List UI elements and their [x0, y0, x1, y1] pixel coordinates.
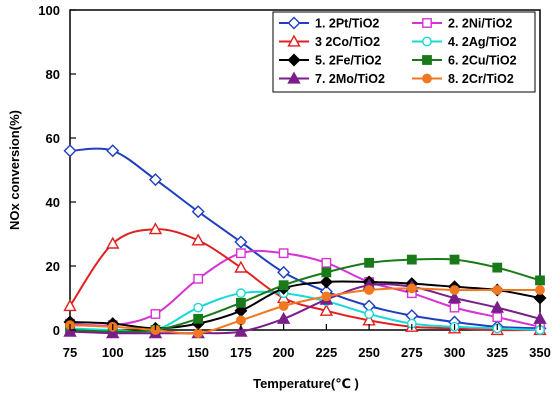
x-tick-label: 150 — [187, 345, 209, 360]
x-tick-label: 175 — [230, 345, 252, 360]
data-point — [193, 302, 204, 313]
legend-item: 4. 2Ag/TiO2 — [412, 35, 517, 49]
data-point — [319, 303, 334, 316]
legend-item: 1. 2Pt/TiO2 — [279, 17, 379, 31]
data-point — [234, 260, 248, 273]
data-point — [406, 254, 417, 265]
data-point — [63, 299, 77, 312]
data-point — [150, 309, 161, 319]
data-point — [148, 173, 162, 187]
x-tick-label: 275 — [401, 345, 423, 360]
y-tick-label: 60 — [46, 131, 60, 146]
legend: 1. 2Pt/TiO2 2. 2Ni/TiO2 3 2Co/TiO2 4. 2Ag/T… — [272, 11, 536, 93]
data-point — [535, 285, 545, 295]
x-tick-label: 100 — [102, 345, 124, 360]
x-tick-label: 200 — [273, 345, 295, 360]
x-tick-label: 300 — [444, 345, 466, 360]
data-point — [236, 248, 246, 259]
data-point — [234, 235, 248, 249]
data-point — [278, 301, 289, 311]
legend-marker — [422, 55, 432, 65]
legend-label: 1. 2Pt/TiO2 — [315, 17, 379, 31]
legend-label: 4. 2Ag/TiO2 — [448, 35, 517, 49]
data-point — [277, 265, 291, 279]
data-point — [406, 283, 417, 294]
data-point — [364, 285, 374, 295]
data-point — [449, 302, 460, 313]
data-point — [364, 309, 374, 319]
data-point — [492, 312, 503, 323]
legend-item: 2. 2Ni/TiO2 — [412, 17, 512, 31]
data-point — [234, 324, 248, 337]
data-point — [321, 257, 332, 268]
legend-marker — [422, 36, 432, 47]
data-point — [193, 273, 204, 284]
legend-item: 5. 2Fe/TiO2 — [279, 54, 382, 68]
legend-box — [272, 11, 536, 93]
data-point — [449, 285, 460, 295]
x-tick-label: 350 — [529, 345, 551, 360]
legend-marker — [287, 34, 301, 47]
x-tick-label: 250 — [358, 345, 380, 360]
data-point — [191, 233, 205, 246]
legend-item: 8. 2Cr/TiO2 — [412, 72, 514, 86]
data-point — [492, 262, 503, 273]
legend-label: 2. 2Ni/TiO2 — [448, 17, 512, 31]
data-point — [321, 291, 332, 302]
data-point — [63, 144, 77, 158]
data-point — [106, 236, 120, 249]
y-axis-title: NOx conversion(%) — [7, 110, 22, 230]
legend-marker — [287, 71, 301, 84]
axes-layer: 0 20 40 60 80 100 75 100 125 150 175 200 225 250 275 30… — [38, 3, 551, 360]
data-point — [193, 328, 204, 339]
data-point — [148, 222, 163, 235]
legend-marker — [422, 73, 432, 84]
data-point — [236, 315, 246, 326]
legend-item: 6. 2Cu/TiO2 — [412, 54, 517, 68]
y-tick-label: 40 — [46, 195, 60, 210]
y-tick-label: 80 — [46, 67, 60, 82]
series-8 — [65, 283, 545, 339]
y-tick-label: 0 — [53, 323, 60, 338]
data-point — [364, 257, 374, 268]
y-tick-label: 20 — [46, 259, 60, 274]
legend-item: 3 2Co/TiO2 — [279, 34, 380, 49]
data-point — [447, 291, 462, 304]
data-point — [106, 326, 120, 339]
x-tick-label: 125 — [145, 345, 167, 360]
x-tick-label: 325 — [486, 345, 508, 360]
x-tick-label: 75 — [63, 345, 77, 360]
legend-item: 7. 2Mo/TiO2 — [279, 71, 385, 86]
data-point — [236, 288, 246, 299]
x-axis-title: Temperature(℃ ) — [253, 376, 359, 391]
legend-label: 6. 2Cu/TiO2 — [448, 54, 517, 68]
data-point — [193, 313, 204, 324]
legend-marker — [422, 18, 432, 28]
data-point — [535, 275, 545, 286]
x-tick-label: 225 — [316, 345, 338, 360]
data-point — [492, 285, 503, 295]
data-point — [191, 205, 205, 219]
data-point — [490, 300, 504, 313]
data-point — [278, 280, 289, 291]
data-point — [533, 311, 547, 324]
y-tick-label: 100 — [38, 3, 60, 18]
data-point — [319, 275, 333, 289]
data-point — [63, 324, 77, 337]
data-point — [278, 248, 289, 259]
data-point — [533, 291, 547, 305]
legend-label: 8. 2Cr/TiO2 — [448, 72, 514, 86]
data-point — [236, 297, 246, 308]
data-point — [321, 267, 332, 278]
data-point — [276, 311, 291, 324]
data-point — [449, 254, 460, 265]
legend-label: 3 2Co/TiO2 — [315, 35, 380, 49]
legend-label: 5. 2Fe/TiO2 — [315, 54, 382, 68]
legend-marker — [287, 16, 301, 30]
series-layer — [63, 144, 547, 339]
data-point — [106, 144, 120, 158]
legend-marker — [287, 53, 301, 67]
legend-label: 7. 2Mo/TiO2 — [315, 72, 385, 86]
